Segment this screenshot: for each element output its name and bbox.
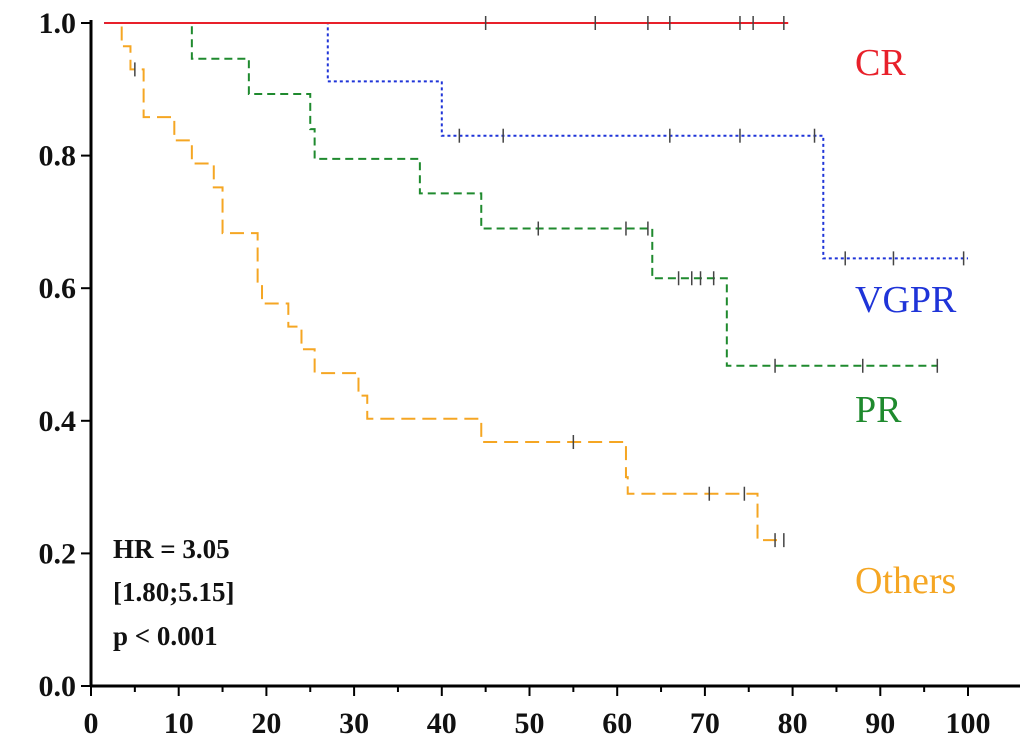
- x-tick-label: 0: [84, 707, 99, 740]
- confidence-interval-text: [1.80;5.15]: [113, 577, 234, 607]
- series-line-vgpr: [104, 22, 968, 260]
- y-tick-label: 0.6: [39, 272, 77, 305]
- series-others: [104, 22, 785, 548]
- y-tick-label: 0.4: [39, 405, 77, 438]
- p-value-text: p < 0.001: [113, 621, 218, 651]
- series-group: [104, 16, 968, 548]
- x-tick-label: 60: [602, 707, 632, 740]
- ticks-group: 0 10 20 30 40 50 60 70 80 90 100 0.0 0.2 0.4 0.6 0.8 1.0: [39, 7, 991, 740]
- x-tick-label: 70: [690, 707, 720, 740]
- y-tick-label: 0.8: [39, 140, 77, 173]
- series-label-vgpr: VGPR: [855, 279, 957, 321]
- series-pr: [104, 22, 939, 373]
- series-line-others: [104, 22, 784, 542]
- x-tick-label: 20: [251, 707, 281, 740]
- stats-annotation: HR = 3.05 [1.80;5.15] p < 0.001: [113, 534, 234, 651]
- x-tick-label: 40: [427, 707, 457, 740]
- series-cr: [104, 16, 789, 30]
- axes-group: [89, 20, 1020, 688]
- y-tick-label: 1.0: [39, 7, 77, 40]
- x-tick-label: 30: [339, 707, 369, 740]
- y-tick-label: 0.0: [39, 670, 77, 703]
- x-tick-label: 80: [778, 707, 808, 740]
- series-label-pr: PR: [855, 389, 902, 431]
- x-tick-label: 10: [164, 707, 194, 740]
- series-line-pr: [104, 22, 938, 367]
- y-tick-label: 0.2: [39, 537, 77, 570]
- series-label-others: Others: [855, 560, 956, 602]
- hazard-ratio-text: HR = 3.05: [113, 534, 230, 564]
- series-labels-group: CR VGPR PR Others: [855, 42, 957, 602]
- x-tick-label: 100: [946, 707, 991, 740]
- series-vgpr: [104, 22, 968, 266]
- series-label-cr: CR: [855, 42, 906, 84]
- x-tick-label: 90: [865, 707, 895, 740]
- x-tick-label: 50: [515, 707, 545, 740]
